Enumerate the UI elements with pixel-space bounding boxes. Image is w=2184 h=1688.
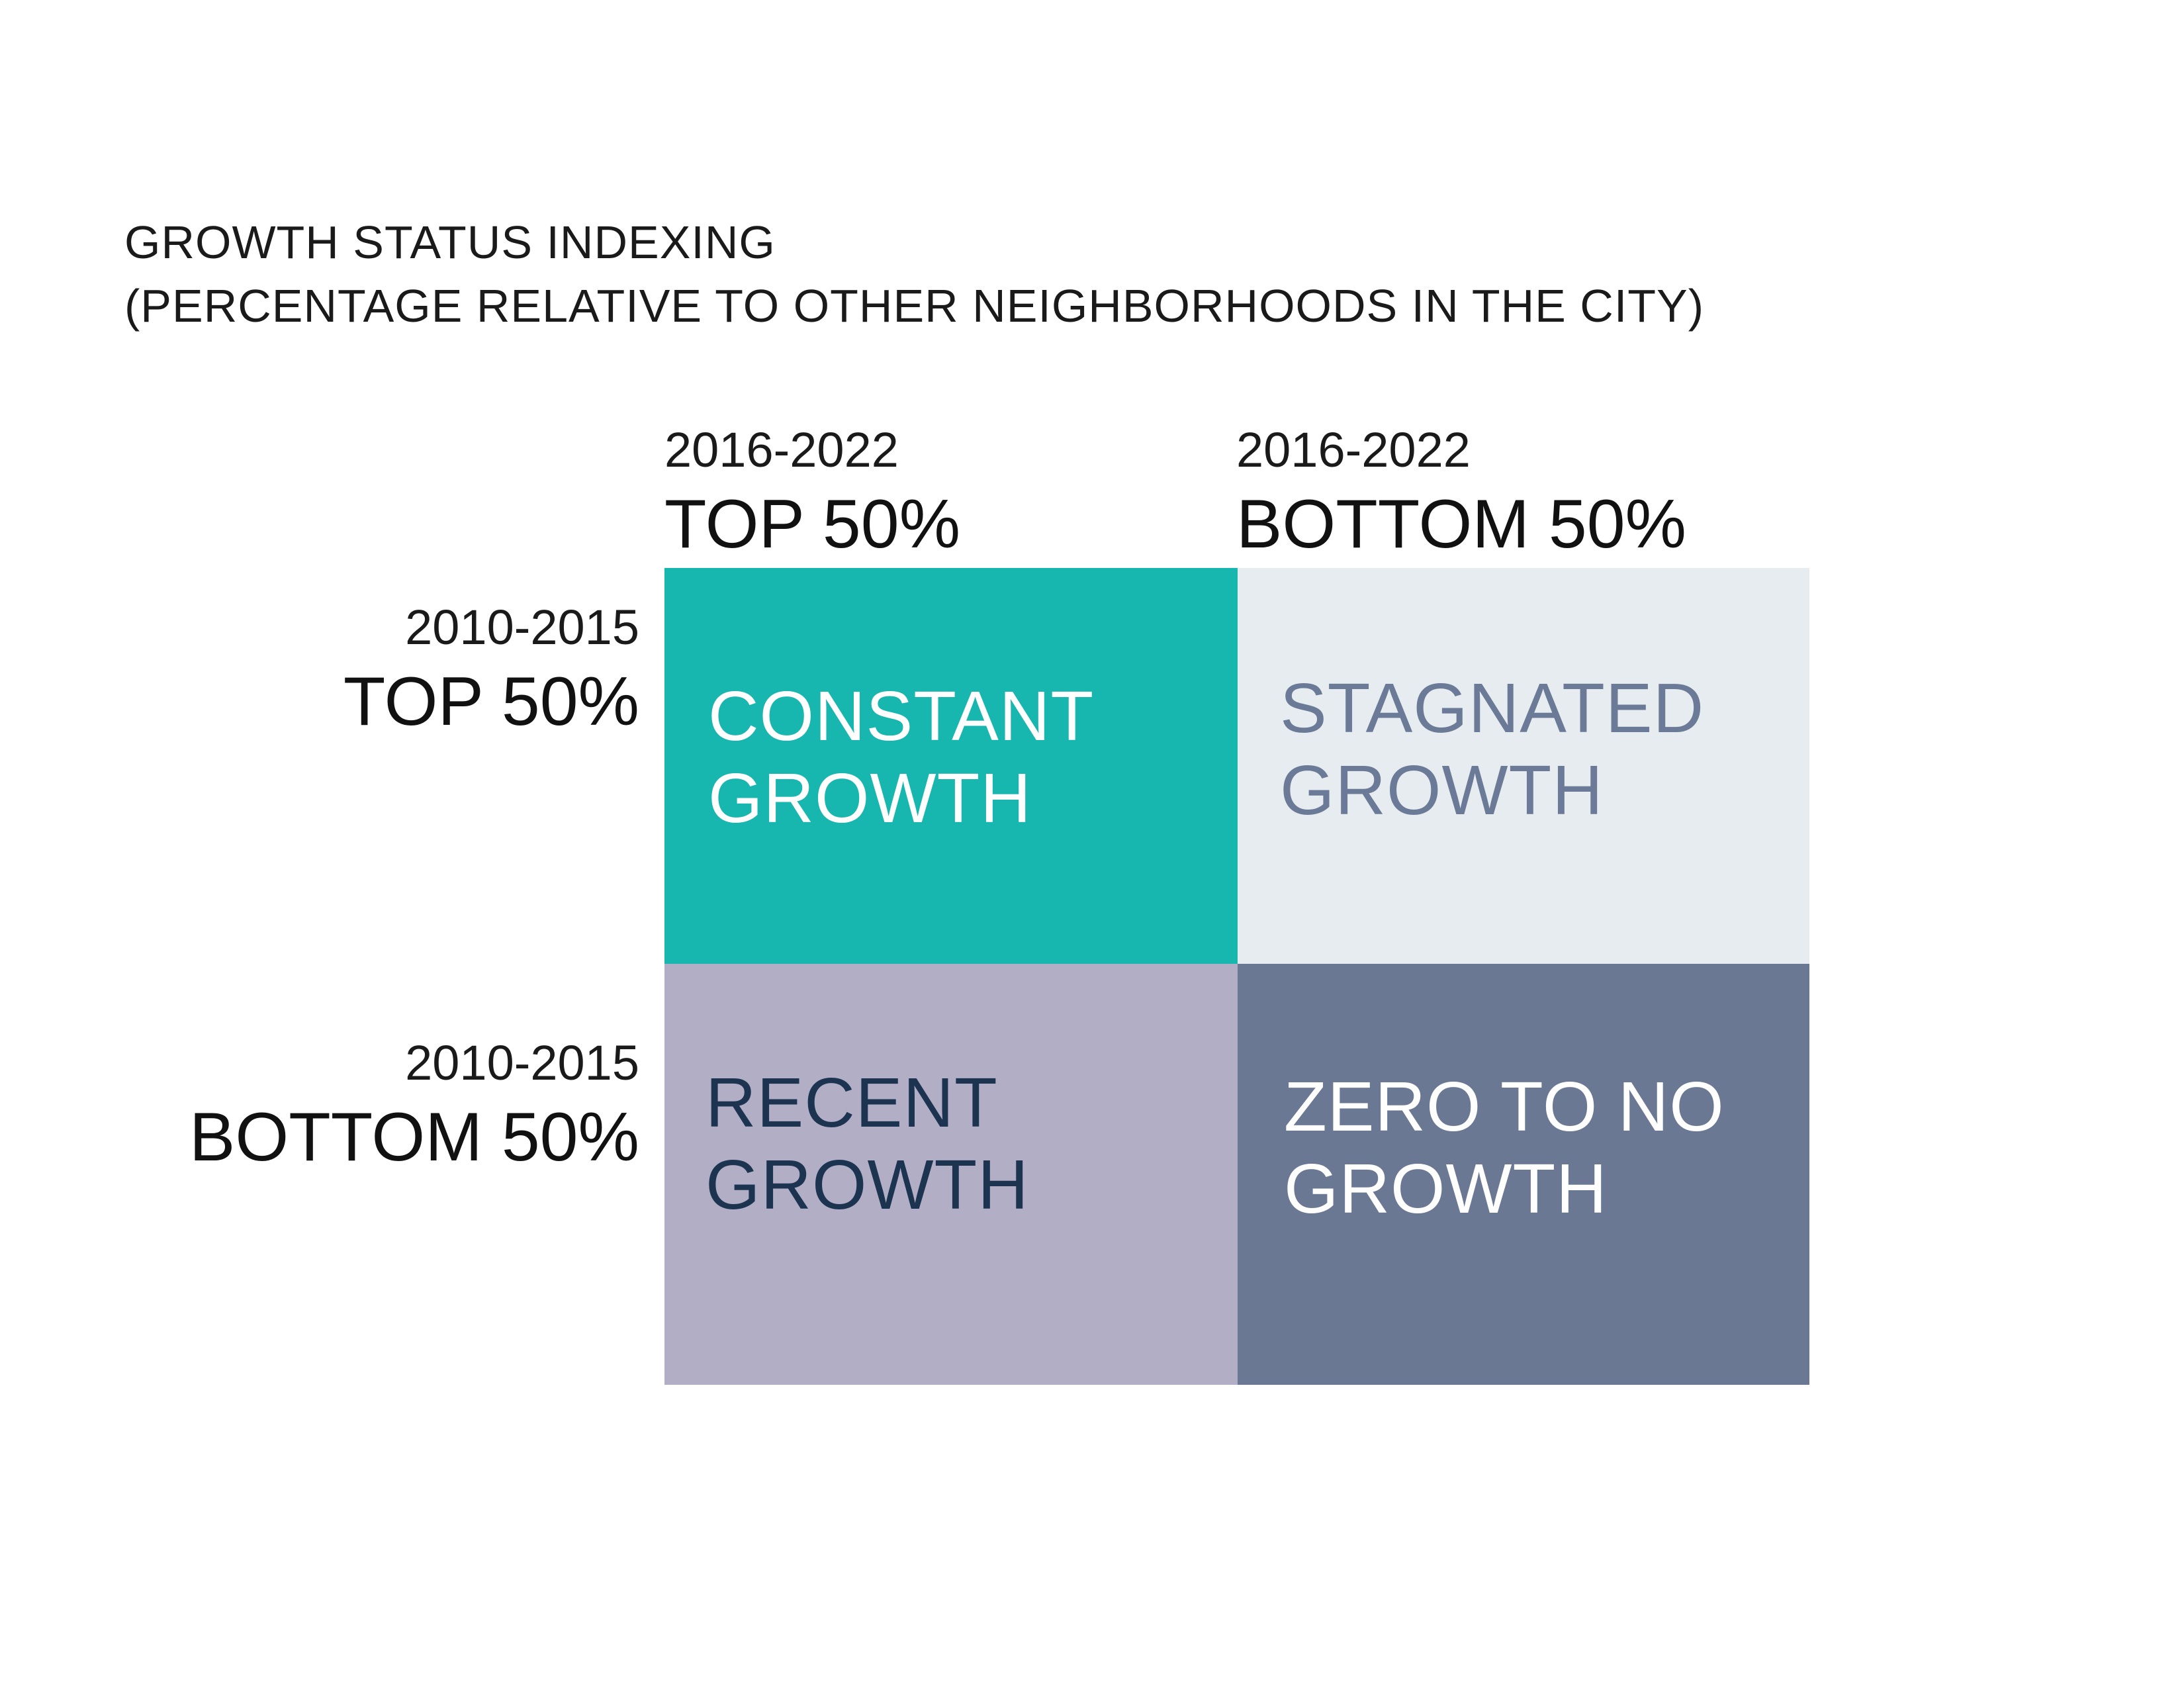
diagram-title: GROWTH STATUS INDEXING (PERCENTAGE RELAT…: [124, 211, 1704, 338]
cell-constant-growth: CONSTANT GROWTH: [664, 568, 1238, 964]
growth-matrix: CONSTANT GROWTH STAGNATED GROWTH RECENT …: [664, 568, 1809, 1385]
cell-label-line: GROWTH: [1280, 751, 1604, 829]
row-header-rank: BOTTOM 50%: [189, 1099, 639, 1176]
cell-label-line: GROWTH: [708, 759, 1032, 837]
column-header-rank: TOP 50%: [664, 486, 961, 563]
cell-label-line: RECENT: [705, 1064, 998, 1142]
cell-label-line: STAGNATED: [1280, 669, 1705, 747]
column-header-period: 2016-2022: [664, 422, 899, 477]
cell-label-line: GROWTH: [705, 1146, 1029, 1224]
title-line-1: GROWTH STATUS INDEXING: [124, 216, 776, 268]
cell-label: CONSTANT GROWTH: [708, 675, 1094, 839]
cell-label-line: GROWTH: [1284, 1150, 1608, 1228]
cell-label: RECENT GROWTH: [705, 1062, 1029, 1226]
column-header-bottom: 2016-2022 BOTTOM 50%: [1236, 417, 1686, 565]
row-header-period: 2010-2015: [405, 1035, 639, 1090]
cell-stagnated-growth: STAGNATED GROWTH: [1238, 568, 1809, 964]
row-header-rank: TOP 50%: [343, 663, 639, 740]
cell-label-line: CONSTANT: [708, 677, 1095, 755]
column-header-rank: BOTTOM 50%: [1236, 486, 1687, 563]
cell-label: STAGNATED GROWTH: [1280, 667, 1704, 831]
cell-label: ZERO TO NO GROWTH: [1284, 1066, 1725, 1230]
row-header-bottom: 2010-2015 BOTTOM 50%: [189, 1030, 639, 1178]
cell-zero-growth: ZERO TO NO GROWTH: [1238, 964, 1809, 1385]
title-line-2: (PERCENTAGE RELATIVE TO OTHER NEIGHBORHO…: [124, 280, 1705, 332]
row-header-period: 2010-2015: [405, 600, 639, 655]
cell-label-line: ZERO TO NO: [1284, 1068, 1725, 1146]
column-header-period: 2016-2022: [1236, 422, 1471, 477]
row-header-top: 2010-2015 TOP 50%: [343, 594, 639, 743]
column-header-top: 2016-2022 TOP 50%: [664, 417, 960, 565]
cell-recent-growth: RECENT GROWTH: [664, 964, 1238, 1385]
